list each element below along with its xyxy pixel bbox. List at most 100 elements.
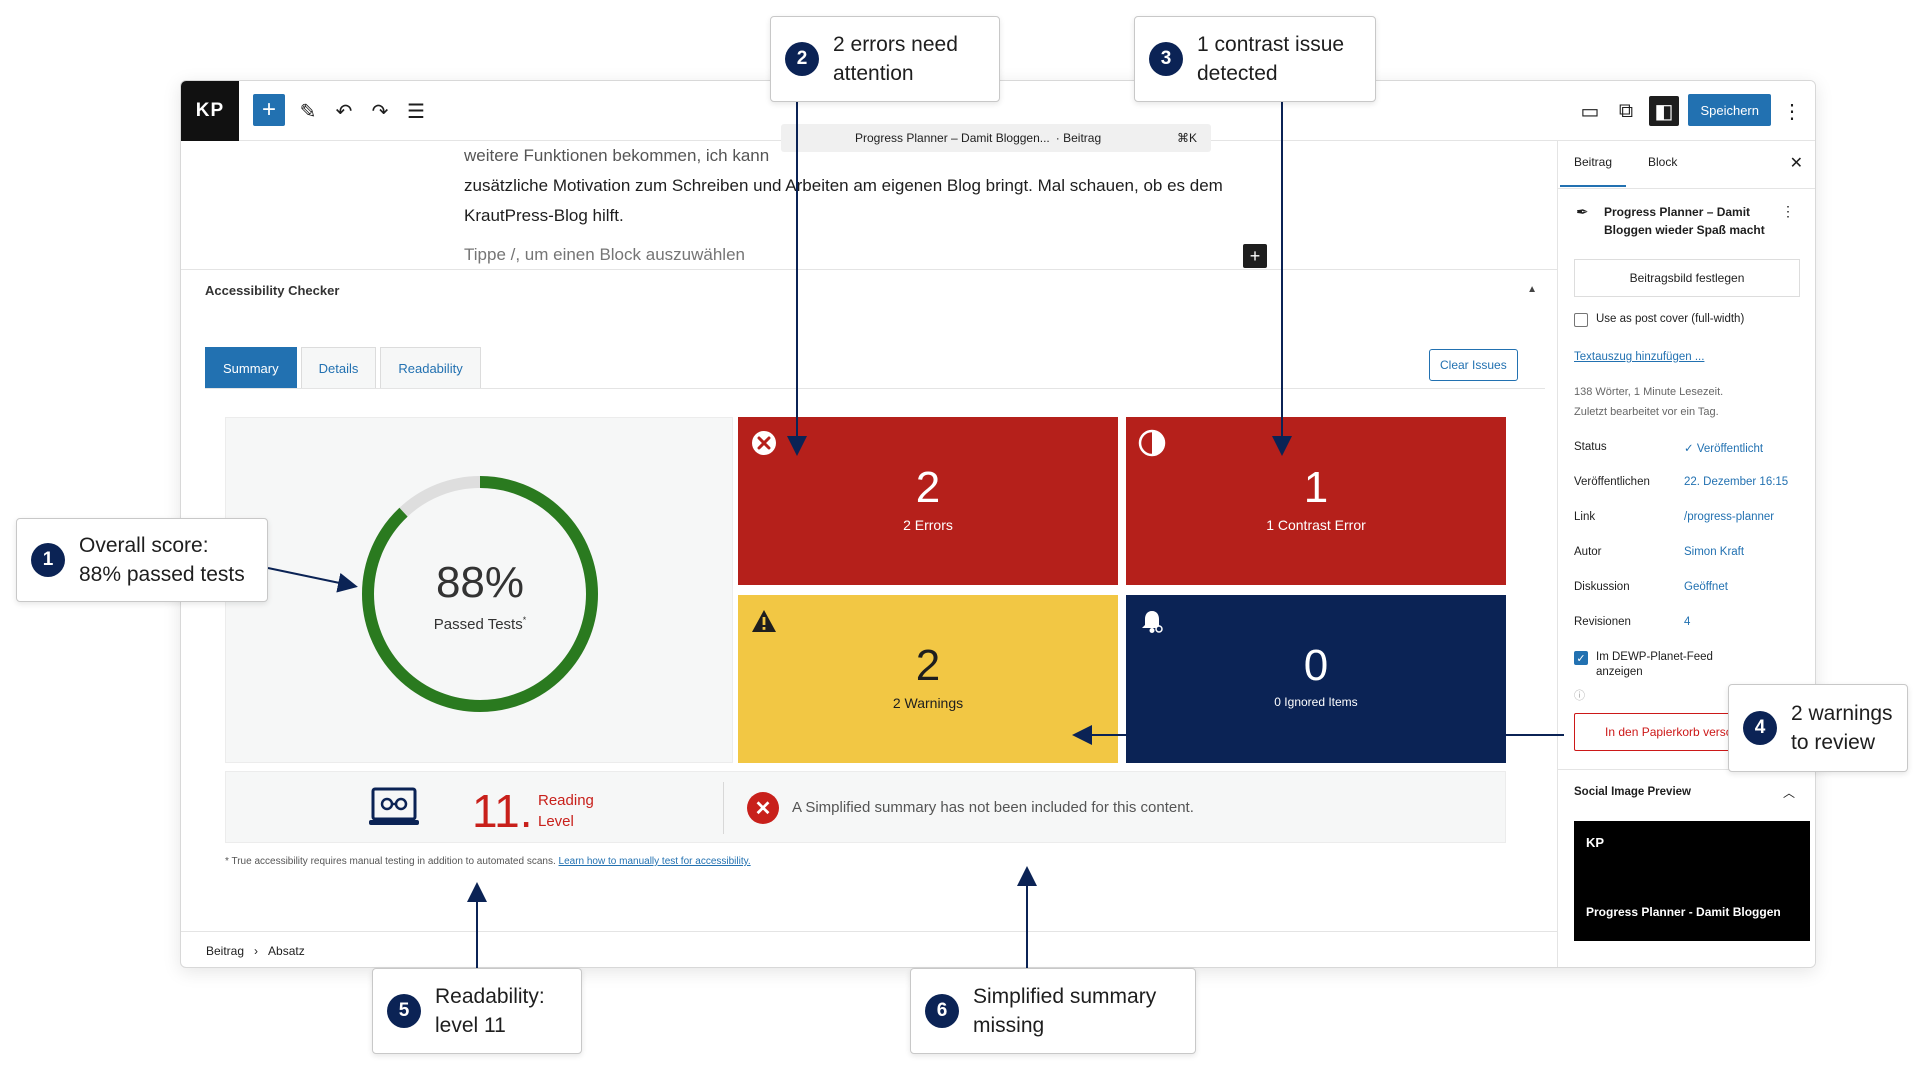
pencil-icon[interactable]: ✎: [299, 100, 317, 123]
breadcrumb-item[interactable]: Beitrag: [206, 943, 245, 958]
summary-error-icon: ✕: [747, 792, 779, 824]
manual-testing-link[interactable]: Learn how to manually test for accessibi…: [558, 856, 751, 867]
callout-line: missing: [973, 1014, 1045, 1037]
field-key: Diskussion: [1574, 581, 1630, 593]
post-cover-label: Use as post cover (full-width): [1596, 313, 1745, 325]
settings-sidebar: Beitrag Block ✕ ✒ Progress Planner – Dam…: [1557, 141, 1815, 967]
inline-add-block-button[interactable]: +: [1243, 244, 1267, 268]
warnings-count: 2: [915, 641, 941, 690]
ignored-tile[interactable]: 0 0 Ignored Items: [1126, 595, 1506, 763]
callout-number: 4: [1743, 711, 1777, 745]
callout-text: 2 errors need attention: [833, 30, 958, 88]
score-gauge: [362, 476, 598, 712]
tab-block[interactable]: Block: [1648, 155, 1678, 169]
bell-icon: [1142, 611, 1163, 633]
social-image-preview-header[interactable]: Social Image Preview ︿: [1558, 769, 1815, 813]
breadcrumb: Beitrag › Absatz: [181, 931, 1557, 967]
social-preview-title: Social Image Preview: [1574, 786, 1691, 798]
preview-logo: KP: [1586, 835, 1605, 850]
warnings-tile[interactable]: 2 2 Warnings: [738, 595, 1118, 763]
tab-readability[interactable]: Readability: [380, 347, 481, 389]
document-title-bar[interactable]: Progress Planner – Damit Bloggen... · Be…: [781, 124, 1211, 152]
breadcrumb-item[interactable]: Absatz: [268, 943, 305, 958]
block-placeholder[interactable]: Tippe /, um einen Block auszuwählen: [464, 245, 745, 264]
field-key: Status: [1574, 441, 1607, 453]
social-image-preview: KP Progress Planner - Damit Bloggen: [1574, 821, 1810, 941]
tabs-divider: [205, 388, 1545, 389]
score-footnote-marker: *: [522, 615, 527, 625]
callout-number: 5: [387, 994, 421, 1028]
callout-text: Simplified summary missing: [973, 982, 1156, 1040]
tab-summary[interactable]: Summary: [205, 347, 297, 389]
callout-line: 2 errors need: [833, 33, 958, 56]
reading-level-label-line: Level: [538, 813, 574, 830]
panel-title: Accessibility Checker: [205, 283, 340, 298]
callout-text: 1 contrast issue detected: [1197, 30, 1344, 88]
callout-line: detected: [1197, 62, 1278, 85]
tab-beitrag[interactable]: Beitrag: [1559, 155, 1627, 187]
site-logo[interactable]: KP: [181, 81, 239, 141]
callout-text: 2 warnings to review: [1791, 699, 1893, 757]
callout-overall-score: 1 Overall score: 88% passed tests: [16, 518, 268, 602]
undo-icon[interactable]: ↶: [335, 100, 353, 123]
sidebar-toggle-icon[interactable]: ◧: [1649, 96, 1679, 126]
field-value: ✓ Veröffentlicht: [1684, 441, 1763, 455]
score-percentage: 88%: [435, 558, 525, 607]
errors-tile[interactable]: 2 2 Errors: [738, 417, 1118, 585]
add-excerpt-link[interactable]: Textauszug hinzufügen ...: [1574, 351, 1705, 363]
document-overview-icon[interactable]: ☰: [407, 100, 425, 123]
callout-simplified-summary: 6 Simplified summary missing: [910, 968, 1196, 1054]
score-label: Passed Tests*: [226, 615, 734, 633]
ignored-count: 0: [1303, 641, 1329, 690]
close-icon[interactable]: ✕: [1789, 155, 1803, 172]
check-circle-icon: ✓: [1684, 443, 1697, 455]
callout-contrast: 3 1 contrast issue detected: [1134, 16, 1376, 102]
set-featured-image-button[interactable]: Beitragsbild festlegen: [1574, 259, 1800, 297]
reading-level-value: 11.: [472, 785, 533, 837]
gauge-progress-arc: [362, 476, 598, 712]
callout-number: 1: [31, 543, 65, 577]
clear-issues-button[interactable]: Clear Issues: [1429, 349, 1518, 381]
callout-number: 6: [925, 994, 959, 1028]
post-options-icon[interactable]: ⋮: [1781, 203, 1795, 219]
ignored-label: 0 Ignored Items: [1274, 695, 1358, 709]
contrast-tile[interactable]: 1 1 Contrast Error: [1126, 417, 1506, 585]
redo-icon[interactable]: ↷: [371, 100, 389, 123]
tab-details[interactable]: Details: [300, 347, 377, 389]
field-value: 4: [1684, 616, 1691, 628]
chevron-right-icon: ›: [254, 943, 259, 958]
desktop-preview-icon[interactable]: ▭: [1580, 100, 1600, 123]
callout-line: level 11: [435, 1014, 506, 1037]
status-value: Veröffentlicht: [1696, 443, 1764, 455]
field-value: Geöffnet: [1684, 581, 1728, 593]
callout-readability: 5 Readability: level 11: [372, 968, 582, 1054]
callout-line: 2 warnings: [1791, 702, 1893, 725]
field-key: Revisionen: [1574, 616, 1631, 628]
contrast-label: 1 Contrast Error: [1266, 517, 1366, 533]
callout-line: attention: [833, 62, 914, 85]
help-icon[interactable]: ⓘ: [1574, 690, 1585, 702]
external-view-icon[interactable]: ⧉: [1618, 99, 1634, 122]
post-title-summary: Progress Planner – Damit Bloggen wieder …: [1604, 205, 1765, 237]
more-options-icon[interactable]: ⋮: [1782, 100, 1802, 123]
post-meta: 138 Wörter, 1 Minute Lesezeit. Zuletzt b…: [1574, 382, 1723, 422]
post-content[interactable]: weitere Funktionen bekommen, ich kann zu…: [464, 141, 1244, 231]
callout-text: Readability: level 11: [435, 982, 545, 1040]
field-key: Autor: [1574, 546, 1602, 558]
collapse-caret-icon[interactable]: ▲: [1527, 284, 1537, 295]
callout-errors: 2 2 errors need attention: [770, 16, 1000, 102]
callout-number: 3: [1149, 42, 1183, 76]
command-shortcut: ⌘K: [1176, 131, 1197, 145]
add-block-button[interactable]: +: [253, 94, 285, 126]
save-button[interactable]: Speichern: [1688, 94, 1771, 126]
bar-divider: [723, 782, 724, 834]
field-key: Veröffentlichen: [1574, 476, 1650, 488]
chevron-up-icon[interactable]: ︿: [1782, 786, 1795, 800]
planet-feed-checkbox[interactable]: ✓: [1574, 651, 1588, 665]
contrast-icon: [1138, 429, 1166, 457]
accessibility-checker-header[interactable]: Accessibility Checker ▲: [181, 269, 1557, 313]
callout-line: 1 contrast issue: [1197, 33, 1345, 56]
post-cover-checkbox[interactable]: [1574, 313, 1588, 327]
planet-feed-label: Im DEWP-Planet-Feed anzeigen: [1596, 651, 1713, 678]
